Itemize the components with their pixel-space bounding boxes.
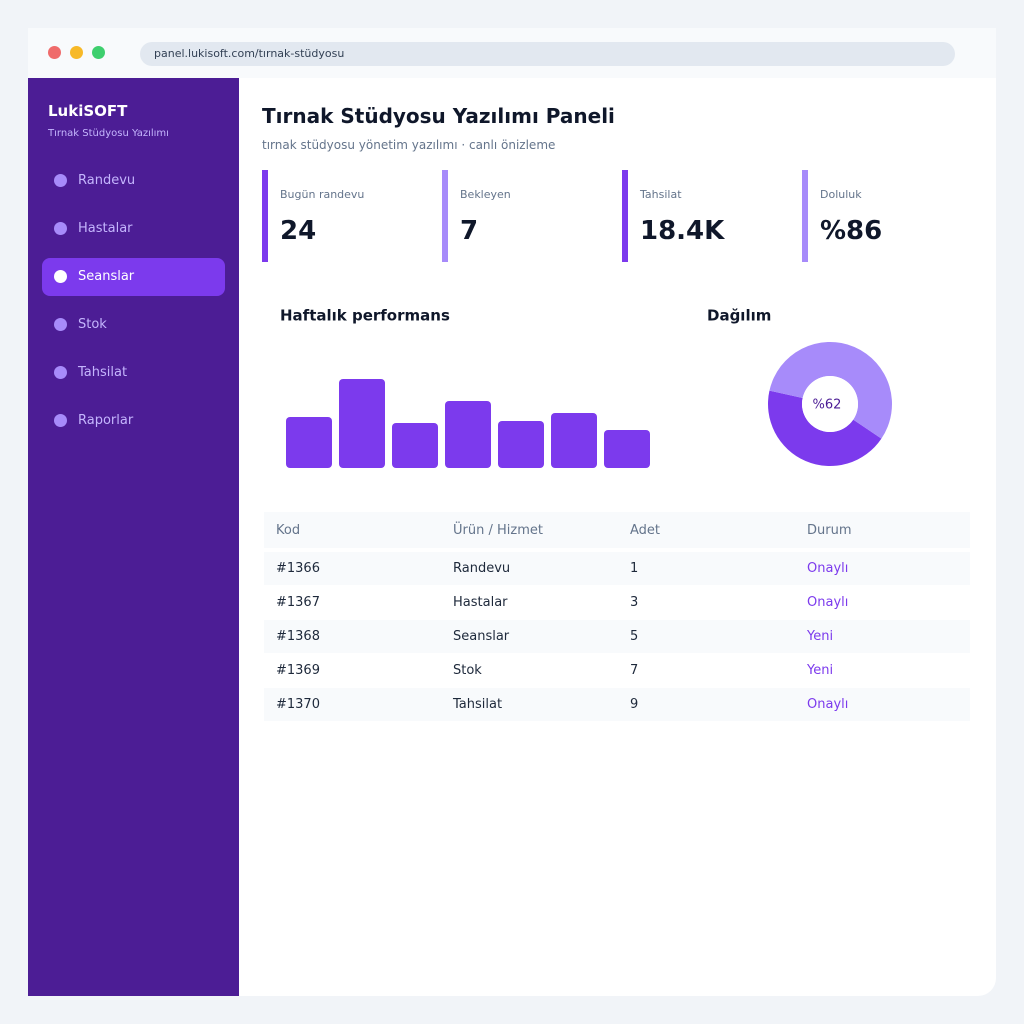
- stat-label: Bugün randevu: [280, 188, 365, 201]
- bar: [286, 417, 332, 468]
- cell: #1370: [276, 697, 320, 712]
- nav-label: Hastalar: [78, 221, 133, 236]
- sidebar: LukiSOFT Tırnak Stüdyosu Yazılımı Randev…: [28, 78, 239, 996]
- status: Onaylı: [807, 595, 849, 610]
- nav-item[interactable]: Stok: [42, 306, 225, 344]
- bar: [604, 430, 650, 468]
- cell: Tahsilat: [453, 697, 503, 712]
- donut-label: %62: [813, 398, 842, 413]
- cell: Stok: [453, 663, 482, 678]
- chart-title: Dağılım: [707, 307, 771, 325]
- brand: LukiSOFT: [48, 102, 128, 120]
- stat-card: Bugün randevu 24: [262, 170, 432, 262]
- table-row[interactable]: #1366 Randevu 1 Onaylı: [264, 552, 970, 585]
- page-subtitle: tırnak stüdyosu yönetim yazılımı · canlı…: [262, 138, 556, 152]
- table-row[interactable]: #1368 Seanslar 5 Yeni: [264, 620, 970, 653]
- cell: Randevu: [453, 561, 511, 576]
- stat-label: Doluluk: [820, 188, 862, 201]
- stat-value: 24: [280, 216, 317, 246]
- nav-icon: [54, 366, 67, 379]
- nav-item[interactable]: Hastalar: [42, 210, 225, 248]
- stat-card: Doluluk %86: [802, 170, 972, 262]
- table-row[interactable]: #1367 Hastalar 3 Onaylı: [264, 586, 970, 619]
- nav-label: Raporlar: [78, 413, 134, 428]
- bar: [551, 413, 597, 468]
- column-header: Ürün / Hizmet: [453, 523, 543, 538]
- nav-item[interactable]: Tahsilat: [42, 354, 225, 392]
- nav-item[interactable]: Seanslar: [42, 258, 225, 296]
- column-header: Kod: [276, 523, 301, 538]
- nav-icon: [54, 414, 67, 427]
- bar: [392, 423, 438, 468]
- minimize-dot[interactable]: [70, 46, 83, 59]
- column-header: Durum: [807, 523, 852, 538]
- stat-card: Tahsilat 18.4K: [622, 170, 792, 262]
- bar: [445, 401, 491, 468]
- cell: 7: [630, 663, 639, 678]
- nav-icon: [54, 318, 67, 331]
- cell: 5: [630, 629, 639, 644]
- cell: 1: [630, 561, 639, 576]
- tagline: Tırnak Stüdyosu Yazılımı: [48, 128, 169, 139]
- stat-label: Bekleyen: [460, 188, 511, 201]
- donut-hole: [802, 376, 858, 432]
- donut-segment: [769, 342, 892, 439]
- donut-segment: [767, 390, 882, 466]
- cell: 3: [630, 595, 639, 610]
- status: Yeni: [807, 663, 834, 678]
- cell: Hastalar: [453, 595, 508, 610]
- stat-value: %86: [820, 216, 883, 246]
- chart-title: Haftalık performans: [280, 307, 450, 325]
- browser-window: panel.lukisoft.com/tırnak-stüdyosu LukiS…: [28, 28, 996, 996]
- table-row[interactable]: #1370 Tahsilat 9 Onaylı: [264, 688, 970, 721]
- stat-card: Bekleyen 7: [442, 170, 612, 262]
- url-bar[interactable]: panel.lukisoft.com/tırnak-stüdyosu: [140, 42, 955, 66]
- cell: Seanslar: [453, 629, 510, 644]
- nav-icon: [54, 270, 67, 283]
- nav-item[interactable]: Randevu: [42, 162, 225, 200]
- page-title: Tırnak Stüdyosu Yazılımı Paneli: [262, 104, 615, 128]
- nav-icon: [54, 222, 67, 235]
- browser-bar: panel.lukisoft.com/tırnak-stüdyosu: [28, 28, 996, 78]
- close-dot[interactable]: [48, 46, 61, 59]
- table-row[interactable]: #1369 Stok 7 Yeni: [264, 654, 970, 687]
- status: Onaylı: [807, 561, 849, 576]
- maximize-dot[interactable]: [92, 46, 105, 59]
- status: Onaylı: [807, 697, 849, 712]
- bar: [339, 379, 385, 468]
- nav-label: Stok: [78, 317, 107, 332]
- stat-value: 18.4K: [640, 216, 725, 246]
- status: Yeni: [807, 629, 834, 644]
- bar: [498, 421, 544, 468]
- nav-label: Seanslar: [78, 269, 135, 284]
- cell: #1367: [276, 595, 320, 610]
- cell: #1368: [276, 629, 320, 644]
- table-header: Kod Ürün / Hizmet Adet Durum: [264, 512, 970, 548]
- column-header: Adet: [630, 523, 661, 538]
- cell: #1369: [276, 663, 320, 678]
- nav-label: Tahsilat: [78, 365, 128, 380]
- nav-label: Randevu: [78, 173, 136, 188]
- stat-label: Tahsilat: [640, 188, 682, 201]
- cell: #1366: [276, 561, 320, 576]
- nav-item[interactable]: Raporlar: [42, 402, 225, 440]
- nav-icon: [54, 174, 67, 187]
- stat-value: 7: [460, 216, 479, 246]
- cell: 9: [630, 697, 639, 712]
- charts: Haftalık performans Dağılım %62: [280, 307, 892, 468]
